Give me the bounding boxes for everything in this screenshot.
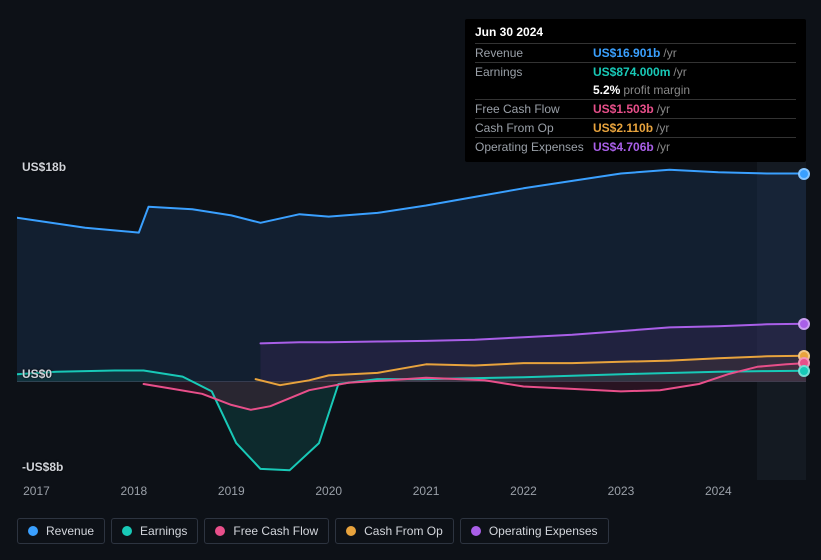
tooltip-row-suffix: /yr [673,65,686,79]
tooltip-row: RevenueUS$16.901b/yr [475,43,796,62]
legend-item[interactable]: Free Cash Flow [204,518,329,544]
tooltip-row-label: Earnings [475,65,593,79]
tooltip-row-value: US$2.110b [593,121,653,135]
y-axis-label-zero: US$0 [22,367,52,381]
chart-svg [17,160,806,480]
legend-label: Cash From Op [364,524,443,538]
tooltip-row-label: Free Cash Flow [475,102,593,116]
data-tooltip: Jun 30 2024 RevenueUS$16.901b/yrEarnings… [465,19,806,162]
x-axis-tick-label: 2017 [23,484,50,498]
series-end-marker [798,168,810,180]
chart-plot[interactable] [17,160,806,480]
chart-legend: Revenue Earnings Free Cash Flow Cash From O… [17,518,609,544]
legend-swatch [215,526,225,536]
x-axis-tick-label: 2019 [218,484,245,498]
tooltip-row-value: US$1.503b [593,102,654,116]
tooltip-row-value: US$16.901b [593,46,660,60]
y-axis-label-top: US$18b [22,160,66,174]
tooltip-row-suffix: /yr [657,102,670,116]
legend-swatch [28,526,38,536]
tooltip-row-label: Operating Expenses [475,140,593,154]
legend-item[interactable]: Earnings [111,518,198,544]
tooltip-row-label: Cash From Op [475,121,593,135]
x-axis-tick-label: 2020 [315,484,342,498]
profit-margin-label: profit margin [623,83,690,97]
tooltip-profit-margin: 5.2%profit margin [475,81,796,99]
legend-swatch [122,526,132,536]
x-axis-tick-label: 2024 [705,484,732,498]
tooltip-row-suffix: /yr [663,46,676,60]
x-axis-tick-label: 2022 [510,484,537,498]
series-end-marker [798,318,810,330]
legend-item[interactable]: Cash From Op [335,518,454,544]
profit-margin-pct: 5.2% [593,83,620,97]
x-axis-tick-label: 2021 [413,484,440,498]
tooltip-row-suffix: /yr [656,121,669,135]
x-axis-tick-label: 2018 [121,484,148,498]
legend-label: Operating Expenses [489,524,598,538]
tooltip-row: Cash From OpUS$2.110b/yr [475,118,796,137]
tooltip-row-label: Revenue [475,46,593,60]
series-end-marker [798,365,810,377]
y-axis-label-bottom: -US$8b [22,460,63,474]
tooltip-date: Jun 30 2024 [475,25,796,39]
legend-label: Revenue [46,524,94,538]
legend-swatch [346,526,356,536]
tooltip-row: EarningsUS$874.000m/yr [475,62,796,81]
tooltip-row-value: US$874.000m [593,65,670,79]
legend-swatch [471,526,481,536]
tooltip-row-suffix: /yr [657,140,670,154]
x-axis-tick-label: 2023 [608,484,635,498]
legend-item[interactable]: Revenue [17,518,105,544]
legend-label: Free Cash Flow [233,524,318,538]
tooltip-row-value: US$4.706b [593,140,654,154]
legend-item[interactable]: Operating Expenses [460,518,609,544]
tooltip-row: Free Cash FlowUS$1.503b/yr [475,99,796,118]
legend-label: Earnings [140,524,187,538]
tooltip-row: Operating ExpensesUS$4.706b/yr [475,137,796,156]
